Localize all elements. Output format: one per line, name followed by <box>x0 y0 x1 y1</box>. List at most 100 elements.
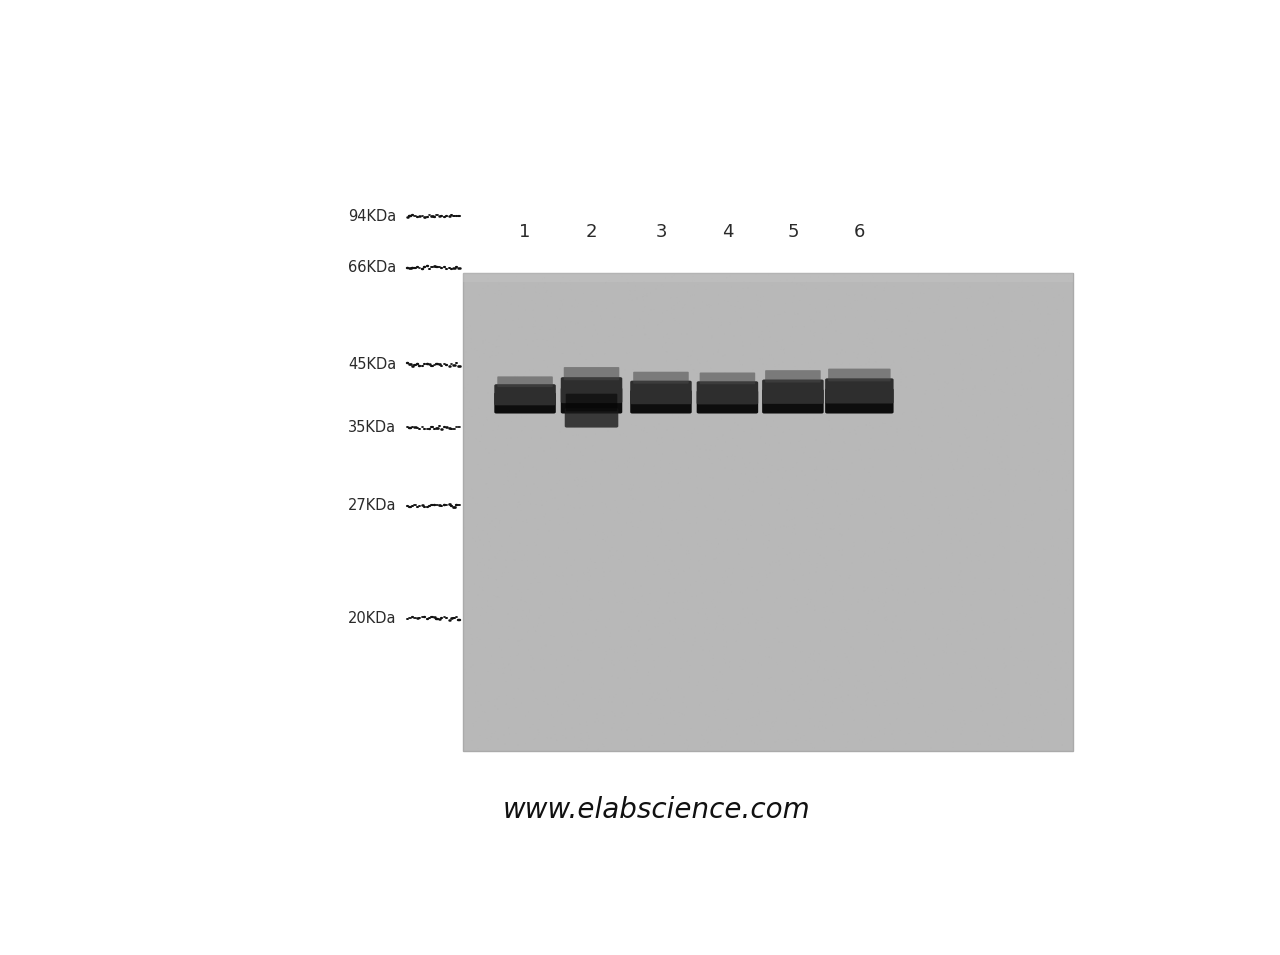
Point <box>732 513 753 528</box>
Point <box>1028 684 1048 699</box>
Point <box>782 512 803 527</box>
Point <box>723 622 744 637</box>
Point <box>751 740 772 755</box>
Point <box>954 636 974 651</box>
Point <box>942 486 963 501</box>
Point <box>842 611 863 626</box>
Point <box>909 664 929 679</box>
Point <box>613 402 634 417</box>
Point <box>511 592 531 607</box>
Point <box>474 536 494 551</box>
Point <box>1009 706 1029 721</box>
Point <box>731 466 751 481</box>
Point <box>828 419 849 435</box>
Point <box>614 708 635 723</box>
Point <box>883 614 904 629</box>
Point <box>982 611 1002 626</box>
Point <box>1009 447 1029 462</box>
Point <box>832 474 852 489</box>
Point <box>662 306 682 321</box>
Point <box>691 728 712 743</box>
Point <box>791 670 812 686</box>
Point <box>818 582 838 597</box>
Point <box>547 300 567 315</box>
Point <box>1030 559 1051 574</box>
Point <box>795 650 815 666</box>
Point <box>613 576 634 591</box>
Point <box>964 664 984 679</box>
Point <box>467 496 488 511</box>
Point <box>589 640 609 655</box>
Point <box>923 355 943 371</box>
Point <box>621 488 641 503</box>
Point <box>809 380 829 395</box>
Point <box>470 328 490 343</box>
Point <box>515 547 535 562</box>
Point <box>1027 542 1047 558</box>
Point <box>721 577 741 592</box>
Point <box>902 301 923 316</box>
Point <box>608 378 628 393</box>
Point <box>531 370 552 385</box>
Point <box>664 310 685 326</box>
Point <box>703 729 723 744</box>
Point <box>566 521 586 537</box>
Point <box>456 424 476 439</box>
Point <box>851 453 872 468</box>
Point <box>874 442 895 457</box>
Point <box>488 691 508 707</box>
Point <box>582 413 603 428</box>
Point <box>946 527 966 542</box>
Point <box>826 707 846 722</box>
Point <box>613 426 634 441</box>
Point <box>554 473 575 488</box>
Point <box>504 273 525 288</box>
Point <box>732 320 753 335</box>
Point <box>483 578 503 593</box>
Point <box>552 296 572 311</box>
Point <box>805 433 826 448</box>
Point <box>470 552 490 567</box>
Point <box>865 438 886 454</box>
Point <box>486 554 507 569</box>
Point <box>472 333 493 349</box>
Point <box>486 669 507 685</box>
Point <box>707 405 727 420</box>
Point <box>973 373 993 389</box>
Point <box>932 523 952 539</box>
Point <box>664 267 685 283</box>
Point <box>838 399 859 414</box>
Point <box>844 519 864 534</box>
Point <box>671 393 691 408</box>
Point <box>692 643 713 658</box>
Point <box>700 577 721 592</box>
Point <box>916 267 937 283</box>
Point <box>1011 598 1032 613</box>
Point <box>846 707 867 722</box>
Point <box>759 640 780 655</box>
Point <box>550 293 571 308</box>
Point <box>626 639 646 654</box>
Point <box>486 691 507 707</box>
Point <box>856 622 877 637</box>
Point <box>476 510 497 525</box>
Point <box>640 545 660 561</box>
Point <box>911 287 932 303</box>
Point <box>730 353 750 369</box>
Point <box>562 720 582 735</box>
Point <box>552 707 572 722</box>
FancyBboxPatch shape <box>765 371 820 383</box>
Point <box>454 473 475 488</box>
Point <box>495 322 516 337</box>
Point <box>931 625 951 640</box>
Point <box>936 335 956 350</box>
Point <box>547 434 567 449</box>
Point <box>883 346 904 361</box>
Point <box>745 637 765 652</box>
Point <box>524 620 544 635</box>
Point <box>593 525 613 541</box>
Point <box>750 291 771 307</box>
Point <box>1042 286 1062 301</box>
Point <box>457 666 477 681</box>
Point <box>960 381 980 396</box>
